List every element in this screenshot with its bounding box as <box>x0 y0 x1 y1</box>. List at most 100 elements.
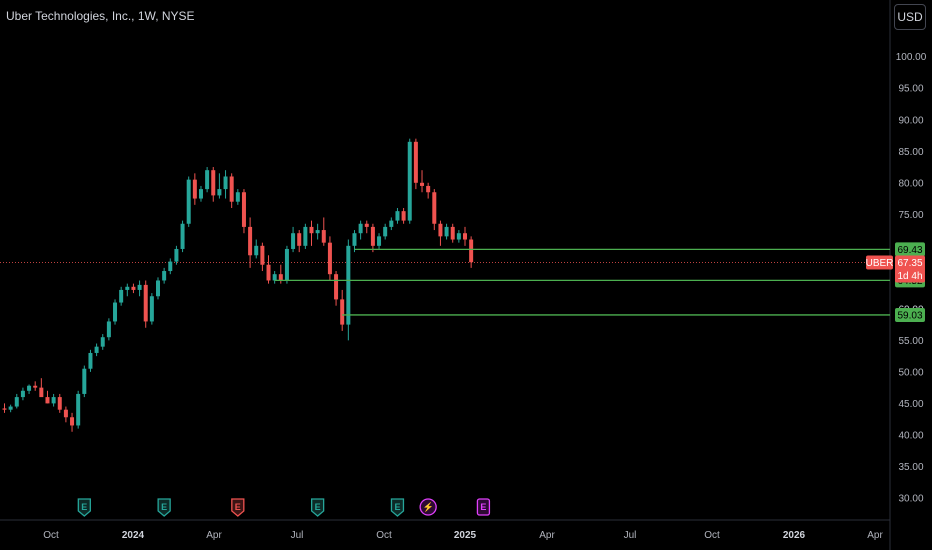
candle[interactable] <box>334 271 338 306</box>
candle-body <box>101 337 105 346</box>
candle[interactable] <box>205 167 209 192</box>
candle[interactable] <box>113 299 117 324</box>
candle[interactable] <box>64 407 68 423</box>
candle[interactable] <box>457 230 461 243</box>
candle[interactable] <box>383 224 387 240</box>
candle[interactable] <box>58 394 62 413</box>
candle[interactable] <box>119 287 123 306</box>
candle[interactable] <box>420 170 424 192</box>
candles[interactable] <box>3 139 474 432</box>
event-label: E <box>235 502 241 512</box>
candle[interactable] <box>52 394 56 407</box>
candle[interactable] <box>230 173 234 208</box>
candle[interactable] <box>174 246 178 265</box>
earnings-event-icon[interactable]: E <box>477 499 489 515</box>
candle[interactable] <box>3 403 7 412</box>
candle[interactable] <box>144 280 148 327</box>
time-axis[interactable]: Oct 2024 Apr Jul Oct 2025 Apr Jul Oct 2026 Apr <box>43 530 883 541</box>
candle[interactable] <box>224 170 228 198</box>
candle[interactable] <box>414 139 418 189</box>
candle[interactable] <box>463 227 467 246</box>
candle[interactable] <box>199 186 203 202</box>
candle[interactable] <box>408 139 412 224</box>
candle-body <box>187 180 191 224</box>
candle[interactable] <box>359 221 363 240</box>
candle[interactable] <box>303 224 307 249</box>
candle[interactable] <box>150 293 154 325</box>
candle-body <box>217 189 221 195</box>
candle[interactable] <box>260 243 264 271</box>
candle[interactable] <box>242 189 246 233</box>
candle[interactable] <box>402 208 406 224</box>
candle[interactable] <box>107 318 111 340</box>
candle[interactable] <box>395 208 399 224</box>
candle[interactable] <box>273 271 277 284</box>
earnings-event-icon[interactable]: E <box>232 499 244 516</box>
event-label: E <box>315 502 321 512</box>
candle[interactable] <box>377 233 381 249</box>
earnings-event-icon[interactable]: E <box>158 499 170 516</box>
candle[interactable] <box>211 167 215 202</box>
candle[interactable] <box>156 277 160 299</box>
candle[interactable] <box>33 381 37 390</box>
candle[interactable] <box>125 284 129 297</box>
candle[interactable] <box>365 221 369 234</box>
candle[interactable] <box>316 224 320 240</box>
candle[interactable] <box>297 230 301 252</box>
candle[interactable] <box>82 366 86 398</box>
candle-body <box>52 397 56 403</box>
candle[interactable] <box>267 255 271 283</box>
candle[interactable] <box>27 384 31 393</box>
candle[interactable] <box>346 240 350 341</box>
currency-button[interactable]: USD <box>894 4 926 30</box>
candle[interactable] <box>445 224 449 240</box>
candle[interactable] <box>389 217 393 230</box>
event-markers[interactable]: E E E E E ⚡ E <box>78 499 489 516</box>
candle[interactable] <box>291 227 295 252</box>
level-lines[interactable] <box>275 249 890 315</box>
candle[interactable] <box>193 173 197 205</box>
candle[interactable] <box>88 350 92 372</box>
candle[interactable] <box>138 280 142 296</box>
candle[interactable] <box>45 391 49 404</box>
candle[interactable] <box>371 224 375 252</box>
price-tick-label: 30.00 <box>898 493 923 504</box>
candle[interactable] <box>285 246 289 284</box>
candle[interactable] <box>187 176 191 226</box>
candle[interactable] <box>248 217 252 267</box>
candle[interactable] <box>340 290 344 331</box>
candle[interactable] <box>131 284 135 293</box>
split-event-icon[interactable]: ⚡ <box>420 499 436 515</box>
candle[interactable] <box>70 413 74 432</box>
candle[interactable] <box>39 378 43 397</box>
candle-body <box>9 407 13 410</box>
earnings-event-icon[interactable]: E <box>391 499 403 516</box>
candle[interactable] <box>236 189 240 205</box>
candle[interactable] <box>76 391 80 429</box>
candle[interactable] <box>9 405 13 413</box>
candle[interactable] <box>168 258 172 274</box>
candle-body <box>346 246 350 325</box>
earnings-event-icon[interactable]: E <box>312 499 324 516</box>
candle[interactable] <box>95 344 99 357</box>
candle[interactable] <box>21 388 25 401</box>
candle[interactable] <box>254 240 258 259</box>
candle[interactable] <box>15 394 19 408</box>
candle-body <box>95 347 99 353</box>
candle[interactable] <box>310 221 314 246</box>
candle[interactable] <box>328 236 332 280</box>
candle[interactable] <box>217 173 221 198</box>
candle[interactable] <box>432 189 436 230</box>
price-tick-label: 40.00 <box>898 430 923 441</box>
candle[interactable] <box>426 183 430 199</box>
candle[interactable] <box>162 268 166 284</box>
candle[interactable] <box>451 224 455 243</box>
candle[interactable] <box>181 221 185 253</box>
candle[interactable] <box>469 236 473 268</box>
candle[interactable] <box>438 221 442 246</box>
candle[interactable] <box>322 217 326 245</box>
price-tick-label: 80.00 <box>898 178 923 189</box>
earnings-event-icon[interactable]: E <box>78 499 90 516</box>
candle[interactable] <box>101 334 105 350</box>
